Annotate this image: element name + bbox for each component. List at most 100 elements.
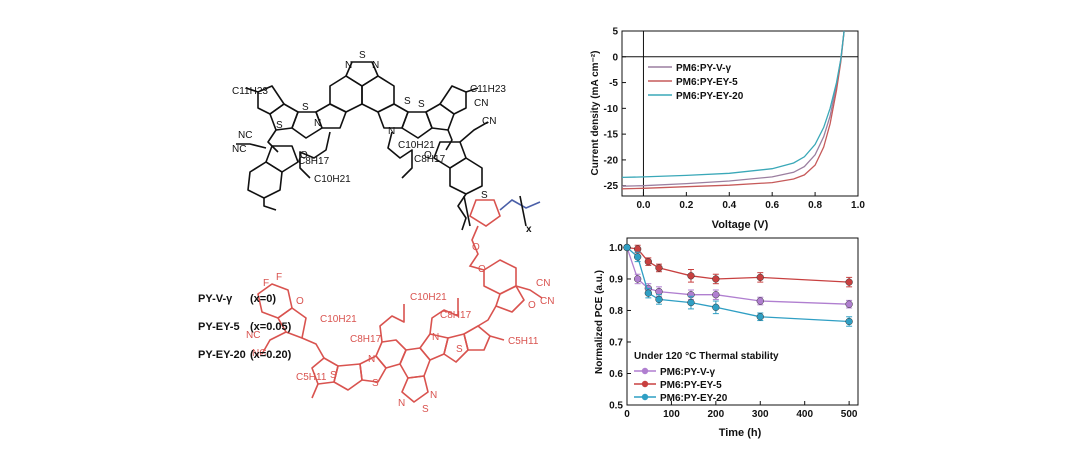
red-indanone-right-5ring [495,285,525,313]
atom-label: C10H21 [320,314,357,325]
copolymer-x: (x=0) [250,293,276,305]
red-vinyl-right [477,305,497,327]
x-tick-label: 0.0 [637,200,651,211]
data-point [655,287,663,296]
atom-label: S [302,102,309,113]
atom-label: CN [474,98,488,109]
data-point [623,243,631,252]
copolymer-x: (x=0.20) [250,349,292,361]
red-alkyl-chain-1 [379,304,405,343]
x-tick-label: 200 [708,409,725,420]
atom-label: C10H21 [410,292,447,303]
atom-label: S [372,378,379,389]
data-point [712,291,720,299]
plot-frame [626,237,859,406]
atom-label: C5H11 [296,372,327,383]
red-indanone-left-benzene [257,283,293,319]
data-point [756,273,764,282]
atom-label: N [345,60,352,71]
data-point [655,264,663,272]
red-dicyano-left [261,331,287,355]
copolymer-legend: PY-V-γ (x=0) PY-EY-5 (x=0.05) PY-EY-20 (… [198,293,292,361]
y-tick-label: -15 [604,130,619,141]
thiophene-right-2 [425,103,455,131]
atom-label: S [330,370,337,381]
red-thiophene-right-3 [463,325,491,351]
thiophene-left-2 [269,103,299,131]
data-point [756,313,764,321]
legend-label: PM6:PY-EY-20 [660,393,728,404]
atom-label: O [424,150,432,161]
data-point [687,298,695,307]
atom-label: F [263,278,269,289]
data-point [756,297,764,305]
series-line [621,30,845,179]
atom-label: O [296,296,304,307]
atom-label: N [388,126,395,137]
red-alkyl-chain-3 [489,335,505,341]
alkyl-chain-left [299,131,331,179]
dicyano-right [459,121,489,143]
atom-label: N [368,354,375,365]
bracket-left [463,195,471,227]
red-thiophene-left-3 [311,357,339,385]
indanone-left-5ring [265,145,299,173]
y-tick-label: 0.5 [609,401,623,412]
atom-label: S [276,120,283,131]
atom-label: F [276,272,282,283]
atom-label: S [404,96,411,107]
atom-label: O [472,242,480,253]
indanone-left-benzene [247,161,283,199]
data-point [634,245,642,253]
data-point [634,253,642,261]
legend-label: PM6:PY-V-γ [660,367,715,378]
jv-chart-marks: 0.0 0.2 0.4 0.6 0.8 1.0 5 0 -5 -10 -15 -20 -25 [604,27,866,212]
x-axis-label: Time (h) [719,427,762,439]
ester-linker [468,225,485,271]
y-tick-label: 0.7 [609,337,623,348]
y-tick-label: 0.8 [609,306,623,317]
data-point [712,303,720,311]
vinyl-linker [457,193,467,231]
legend-label: PM6:PY-V-γ [676,63,731,74]
thiophene-right-1 [401,111,433,139]
red-thiophene-right-2 [443,333,469,363]
atom-label: C10H21 [398,140,435,151]
atom-label: C8H17 [298,156,330,167]
atom-label: CN [536,278,550,289]
x-tick-label: 400 [796,409,813,420]
red-alkyl-chain-4 [311,383,319,399]
atom-label: C11H23 [232,86,268,97]
methyl-left [263,198,277,211]
atom-label: x [526,224,532,235]
atom-label: O [478,264,486,275]
atom-label: N [432,332,439,343]
jv-chart-legend: PM6:PY-V-γ PM6:PY-EY-5 PM6:PY-EY-20 [648,63,744,102]
copolymer-name: PY-EY-20 [198,349,246,361]
x-tick-label: 0 [624,409,630,420]
data-point [655,295,663,304]
y-tick-label: 0 [612,52,618,63]
atom-label: CN [540,296,554,307]
red-vinyl-left [301,337,325,359]
atom-label: CN [482,116,496,127]
atom-label: N [314,118,321,129]
atom-label: C5H11 [508,336,539,347]
y-axis-label: Normalized PCE (a.u.) [594,270,605,374]
legend-marker [641,393,649,401]
stability-chart: 0 100 200 300 400 500 0.5 0.6 0.7 0.8 0.9 1.0 Under… [594,237,859,439]
series-line [621,30,845,187]
atom-label: NC [252,348,266,359]
y-tick-label: -25 [604,181,619,192]
atom-label: S [359,50,366,61]
x-tick-label: 0.4 [722,200,736,211]
bridge-thiophene [463,195,541,271]
copolymer-x: (x=0.05) [250,321,292,333]
red-alkyl-chain-2 [429,298,459,335]
red-thiophene-left-2 [333,363,363,391]
data-point [845,278,853,286]
x-tick-label: 500 [841,409,858,420]
structure-labels-top: N S N C11H23 C11H23 S S N N S S C8H17 C8… [232,50,532,235]
y-tick-label: 1.0 [609,243,623,254]
